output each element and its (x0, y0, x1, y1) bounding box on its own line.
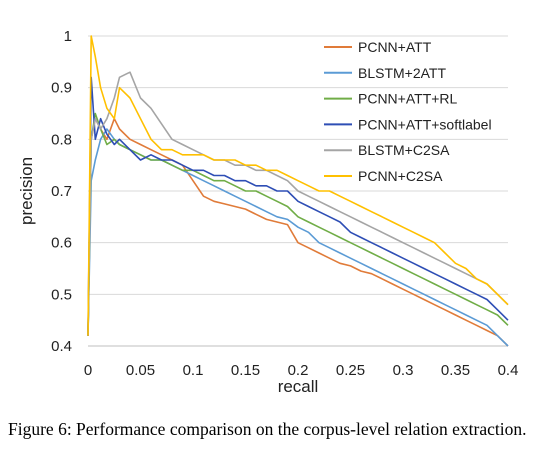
x-axis-label: recall (278, 377, 319, 396)
y-tick-label: 0.5 (51, 286, 72, 303)
y-tick-label: 0.4 (51, 338, 72, 355)
legend-label: PCNN+ATT (358, 39, 432, 55)
legend-label: PCNN+ATT+RL (358, 91, 458, 107)
legend-label: BLSTM+C2SA (358, 142, 450, 158)
x-tick-label: 0 (84, 362, 92, 379)
series-line-blstm-c2sa (87, 71, 509, 336)
tick-labels: 0.4 0.5 0.6 0.7 0.8 0.9 1 0 0.05 0.1 0.15 0.2 0.25 0.… (51, 28, 518, 379)
x-tick-label: 0.15 (231, 362, 260, 379)
series-line-pcnn-att (87, 117, 509, 347)
y-axis-label: precision (17, 157, 36, 225)
series-line-pcnn-att-softlabel (87, 76, 509, 336)
x-tick-label: 0.25 (336, 362, 365, 379)
y-tick-label: 1 (64, 28, 72, 45)
legend-label: PCNN+C2SA (358, 168, 443, 184)
legend-label: BLSTM+2ATT (358, 65, 446, 81)
series-line-pcnn-c2sa (87, 35, 509, 336)
x-tick-label: 0.1 (183, 362, 204, 379)
series-line-blstm-2att (87, 128, 509, 347)
legend: PCNN+ATT BLSTM+2ATT PCNN+ATT+RL PCNN+ATT+so… (324, 39, 492, 184)
y-tick-label: 0.8 (51, 131, 72, 148)
x-tick-label: 0.05 (126, 362, 155, 379)
legend-label: PCNN+ATT+softlabel (358, 116, 492, 132)
series-lines (87, 35, 509, 347)
x-tick-label: 0.2 (288, 362, 309, 379)
figure-caption: Figure 6: Performance comparison on the … (8, 419, 527, 439)
x-tick-label: 0.4 (498, 362, 519, 379)
precision-recall-chart: 0.4 0.5 0.6 0.7 0.8 0.9 1 0 0.05 0.1 0.15 0.2 0.25 0.… (17, 28, 518, 396)
y-tick-label: 0.7 (51, 183, 72, 200)
x-tick-label: 0.35 (441, 362, 470, 379)
y-tick-label: 0.9 (51, 80, 72, 97)
x-tick-label: 0.3 (393, 362, 414, 379)
y-tick-label: 0.6 (51, 235, 72, 252)
